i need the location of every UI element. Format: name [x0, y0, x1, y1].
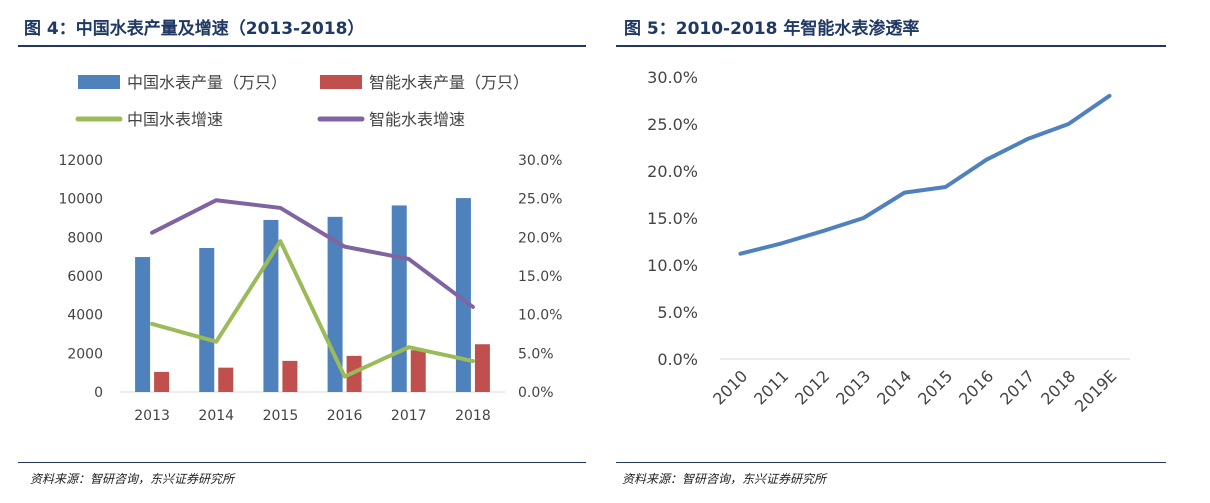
x-tick-label-2016: 2016 [955, 366, 997, 408]
bar-smart-meter-2013 [154, 371, 170, 392]
y-right-tick-label: 10.0% [518, 308, 562, 324]
y-tick-label: 30.0% [647, 68, 698, 87]
bar-water-meter-2018 [455, 198, 471, 392]
figure-4-title: 图 4：中国水表产量及增速（2013-2018） [24, 19, 365, 39]
figure-4-title-rule [18, 45, 586, 47]
bar-smart-meter-2015 [282, 360, 298, 392]
legend-swatch-1 [78, 75, 120, 89]
figure-5-chart: 0.0%5.0%10.0%15.0%20.0%25.0%30.0%2010201… [647, 68, 1130, 416]
y-right-tick-label: 15.0% [518, 269, 562, 285]
bar-water-meter-2014 [199, 247, 215, 392]
figure-4-panel: 图 4：中国水表产量及增速（2013-2018） 中国水表产量（万只） 智能水表产… [0, 0, 590, 503]
figure-5-panel: 图 5：2010-2018 年智能水表渗透率 0.0% 5.0% 10.0% 15.0… [610, 0, 1210, 503]
legend-label-3: 中国水表增速 [127, 110, 223, 129]
y-left-tick-label: 2000 [67, 346, 103, 362]
x-tick-label-2018: 2018 [455, 408, 491, 424]
legend-swatch-2 [320, 75, 362, 89]
figure-5-title-rule [616, 45, 1166, 47]
y-left-tick-label: 10000 [58, 192, 103, 208]
y-tick-label: 5.0% [657, 303, 698, 322]
y-right-tick-label: 5.0% [518, 346, 554, 362]
figure-5-source-rule [616, 462, 1166, 463]
x-tick-label-2015: 2015 [263, 408, 299, 424]
legend-label-2: 智能水表产量（万只） [369, 73, 529, 92]
line-smart-meter-growth [150, 198, 475, 309]
bar-smart-meter-2017 [410, 350, 426, 392]
x-tick-label-2015: 2015 [914, 366, 956, 408]
figure-5-source: 资料来源：智研咨询，东兴证券研究所 [622, 472, 827, 486]
bar-water-meter-2013 [135, 257, 151, 392]
y-tick-label: 20.0% [647, 162, 698, 181]
y-right-tick-label: 25.0% [518, 192, 562, 208]
x-tick-label-2019E: 2019E [1071, 366, 1120, 415]
x-tick-label-2012: 2012 [791, 366, 833, 408]
x-tick-label-2013: 2013 [832, 366, 874, 408]
figure-5-title: 图 5：2010-2018 年智能水表渗透率 [624, 19, 920, 39]
y-right-tick-label: 20.0% [518, 230, 562, 246]
y-right-tick-label: 0.0% [518, 385, 554, 401]
figure-4-source-rule [18, 462, 586, 463]
x-tick-label-2014: 2014 [873, 366, 915, 408]
x-tick-label-2016: 2016 [327, 408, 363, 424]
bar-water-meter-2017 [391, 205, 407, 392]
y-left-tick-label: 6000 [67, 269, 103, 285]
x-tick-label-2014: 2014 [198, 408, 234, 424]
y-tick-label: 10.0% [647, 256, 698, 275]
y-tick-label: 15.0% [647, 209, 698, 228]
bar-smart-meter-2018 [474, 344, 490, 392]
legend-label-1: 中国水表产量（万只） [127, 73, 287, 92]
y-left-tick-label: 0 [94, 385, 103, 401]
line-smart-meter-penetration [738, 93, 1112, 256]
y-left-tick-label: 12000 [58, 153, 103, 169]
y-tick-label: 0.0% [657, 350, 698, 369]
x-tick-label-2011: 2011 [750, 366, 792, 408]
y-tick-label: 25.0% [647, 115, 698, 134]
legend-label-4: 智能水表增速 [369, 110, 465, 129]
x-tick-label-2017: 2017 [391, 408, 427, 424]
y-right-tick-label: 30.0% [518, 153, 562, 169]
x-tick-label-2013: 2013 [134, 408, 170, 424]
figure-4-chart: 中国水表产量（万只） 智能水表产量（万只） 中国水表增速 智能水表增速 0 2000 400… [58, 73, 562, 424]
figure-4-source: 资料来源：智研咨询，东兴证券研究所 [30, 472, 235, 486]
x-tick-label-2017: 2017 [996, 366, 1038, 408]
y-left-tick-label: 4000 [67, 308, 103, 324]
line-water-meter-growth [150, 239, 475, 379]
y-left-tick-label: 8000 [67, 230, 103, 246]
bar-smart-meter-2014 [218, 367, 234, 392]
x-tick-label-2010: 2010 [709, 366, 751, 408]
